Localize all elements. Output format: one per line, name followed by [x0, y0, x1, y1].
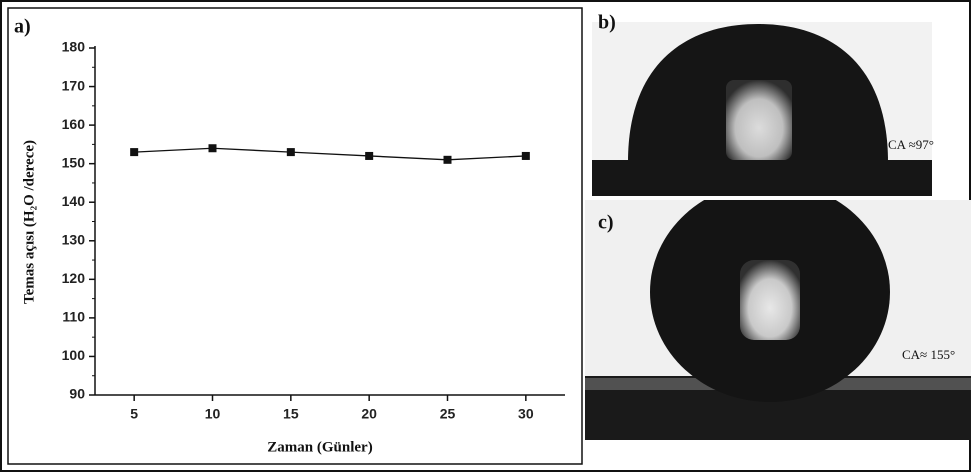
x-tick-label: 10	[205, 406, 221, 422]
y-tick-label: 120	[62, 270, 86, 286]
y-axis-label: Temas açısı (H₂O /derece)	[21, 140, 37, 304]
photo-b	[592, 22, 932, 196]
panel-label: a)	[14, 16, 31, 38]
x-tick-label: 15	[283, 406, 299, 422]
y-tick-label: 180	[62, 39, 86, 55]
data-point	[130, 148, 139, 157]
annotation: CA≈ 155°	[902, 347, 955, 362]
y-tick-label: 150	[62, 154, 86, 170]
x-tick-label: 30	[518, 406, 534, 422]
panel-label: b)	[598, 12, 616, 34]
x-axis-label: Zaman (Günler)	[267, 439, 372, 455]
y-tick-label: 100	[62, 347, 86, 363]
x-tick-label: 25	[440, 406, 456, 422]
y-tick-label: 110	[62, 309, 85, 325]
annotation: CA ≈97°	[888, 137, 934, 152]
y-tick-label: 160	[62, 116, 86, 132]
data-point	[365, 151, 374, 160]
y-tick-label: 140	[62, 193, 86, 209]
y-tick-label: 90	[69, 386, 85, 402]
data-point	[286, 148, 295, 157]
chart-frame	[7, 7, 583, 465]
data-point	[443, 155, 452, 164]
panel-label: c)	[598, 212, 614, 234]
data-point	[521, 151, 530, 160]
x-tick-label: 20	[361, 406, 377, 422]
data-point	[208, 144, 217, 153]
x-tick-label: 5	[130, 406, 138, 422]
y-tick-label: 170	[62, 77, 86, 93]
photo-c	[585, 200, 971, 440]
data-line	[134, 147, 526, 161]
y-tick-label: 130	[62, 231, 86, 247]
